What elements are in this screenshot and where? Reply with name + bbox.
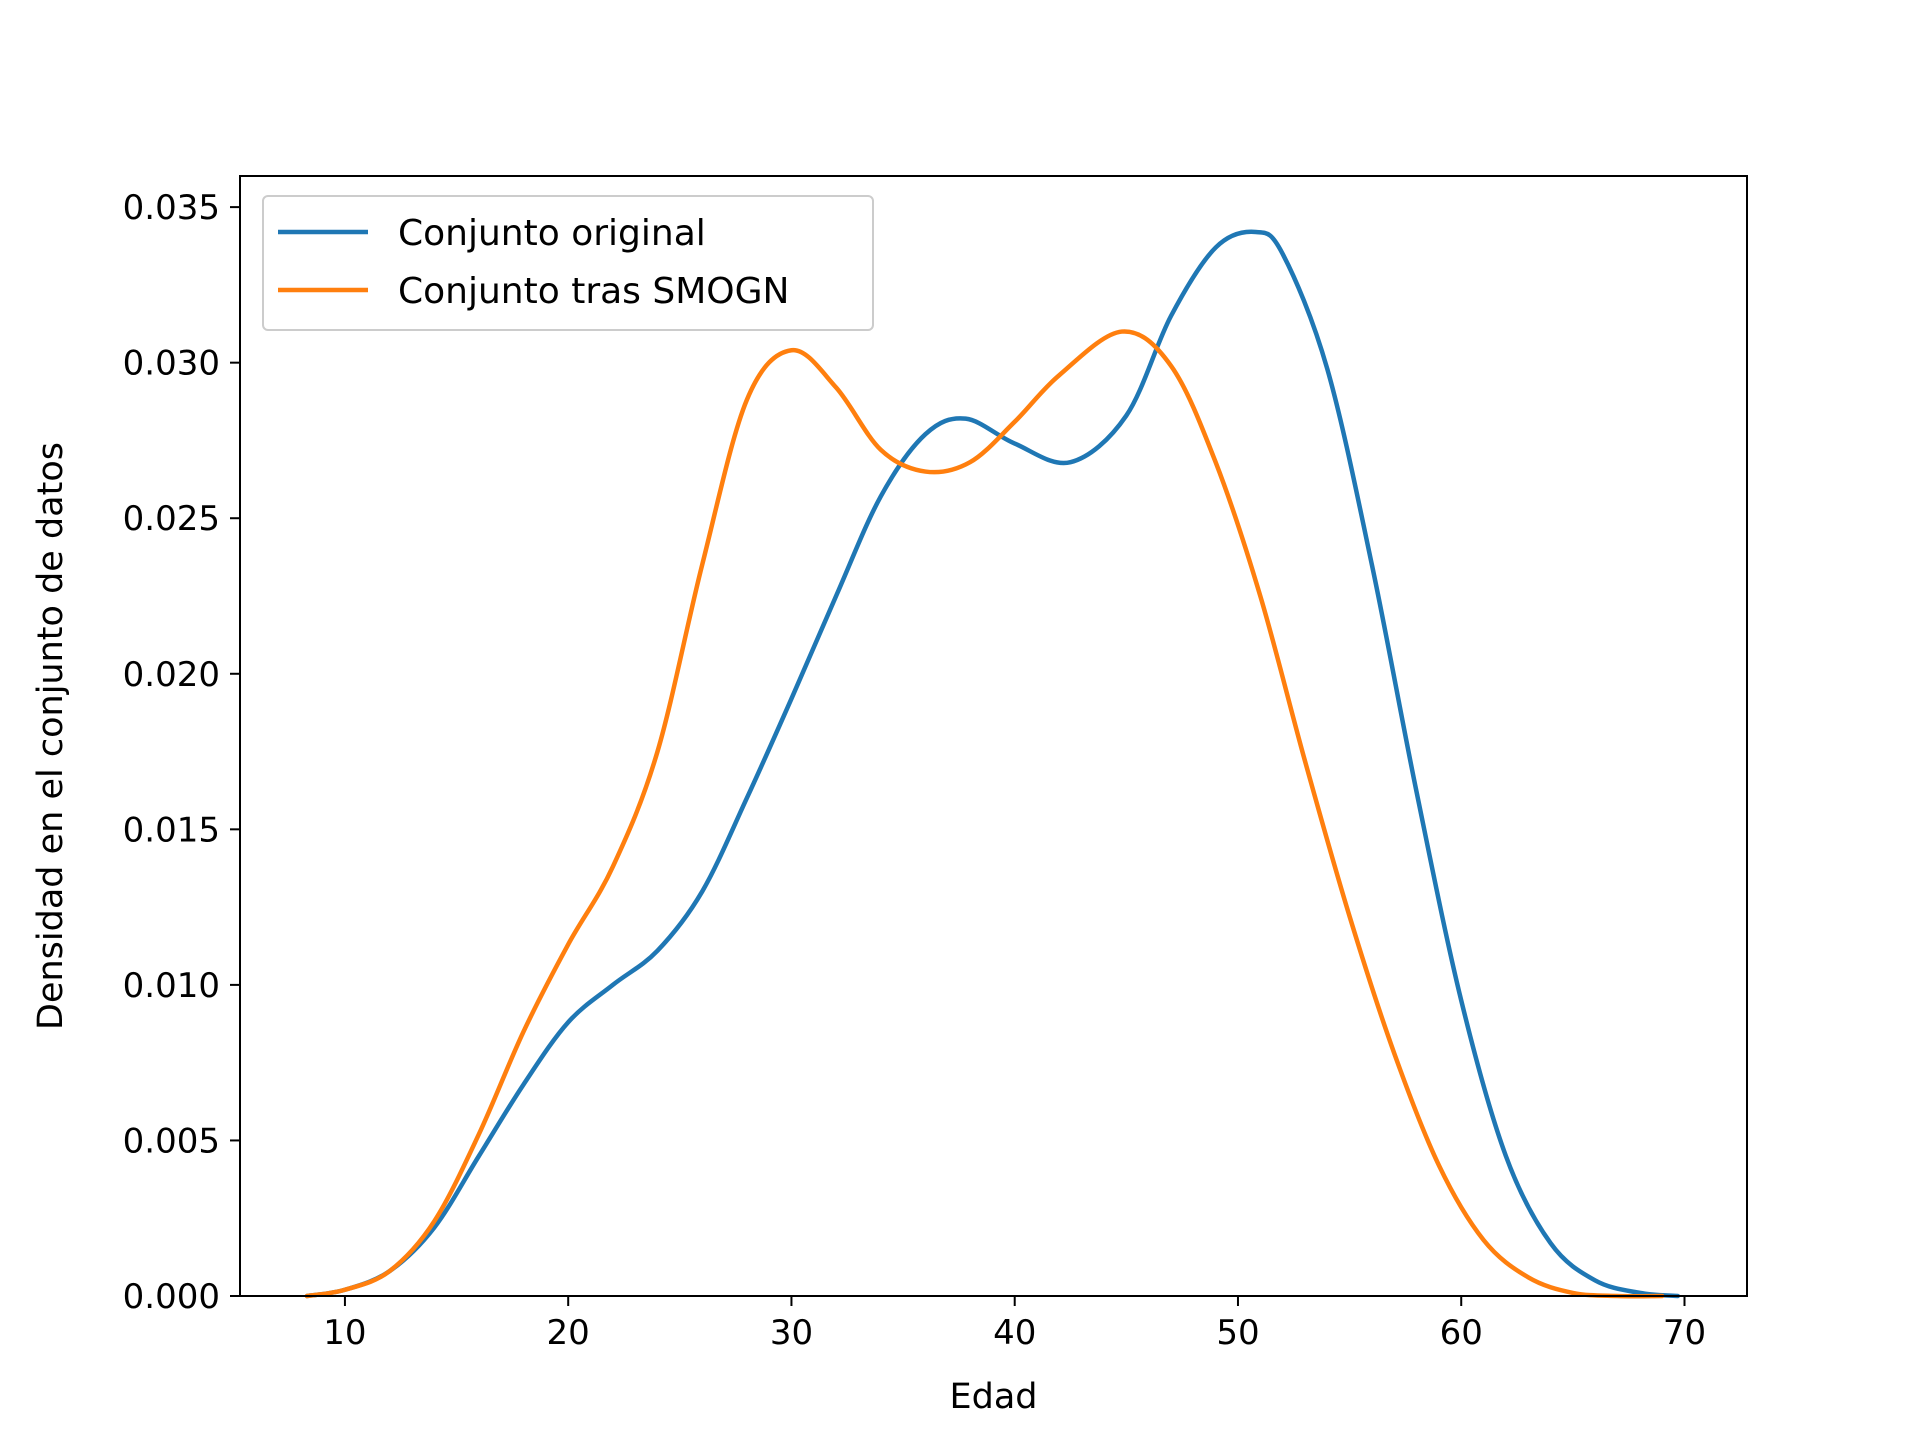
series-layer [304,229,1681,1299]
series-line-smogn [304,329,1665,1299]
y-tick-label: 0.010 [123,966,220,1006]
plot-area [239,175,1748,1299]
x-tick-label: 30 [770,1313,813,1353]
y-tick-label: 0.025 [123,499,220,539]
y-tick-label: 0.030 [123,344,220,384]
x-tick-label: 60 [1440,1313,1483,1353]
legend-box [262,195,874,331]
legend: Conjunto original Conjunto tras SMOGN [262,195,874,331]
x-tick-label: 50 [1216,1313,1259,1353]
legend-label-original: Conjunto original [398,213,706,254]
legend-label-smogn: Conjunto tras SMOGN [398,271,789,312]
y-tick-label: 0.005 [123,1121,220,1161]
x-tick-label: 40 [993,1313,1036,1353]
y-axis: 0.000 0.005 0.010 0.015 0.020 0.025 0.030 0.035 [123,188,240,1317]
y-tick-label: 0.020 [123,655,220,695]
x-tick-label: 20 [547,1313,590,1353]
plot-background [240,176,1747,1296]
y-axis-label: Densidad en el conjunto de datos [31,442,71,1030]
y-tick-label: 0.000 [123,1277,220,1317]
series-line-original [304,229,1681,1299]
y-tick-label: 0.015 [123,810,220,850]
y-tick-label: 0.035 [123,188,220,228]
x-axis: 10 20 30 40 50 60 70 [323,1296,1706,1353]
x-axis-label: Edad [950,1377,1038,1417]
x-tick-label: 70 [1663,1313,1706,1353]
x-tick-label: 10 [323,1313,366,1353]
plot-frame [239,175,1748,1297]
